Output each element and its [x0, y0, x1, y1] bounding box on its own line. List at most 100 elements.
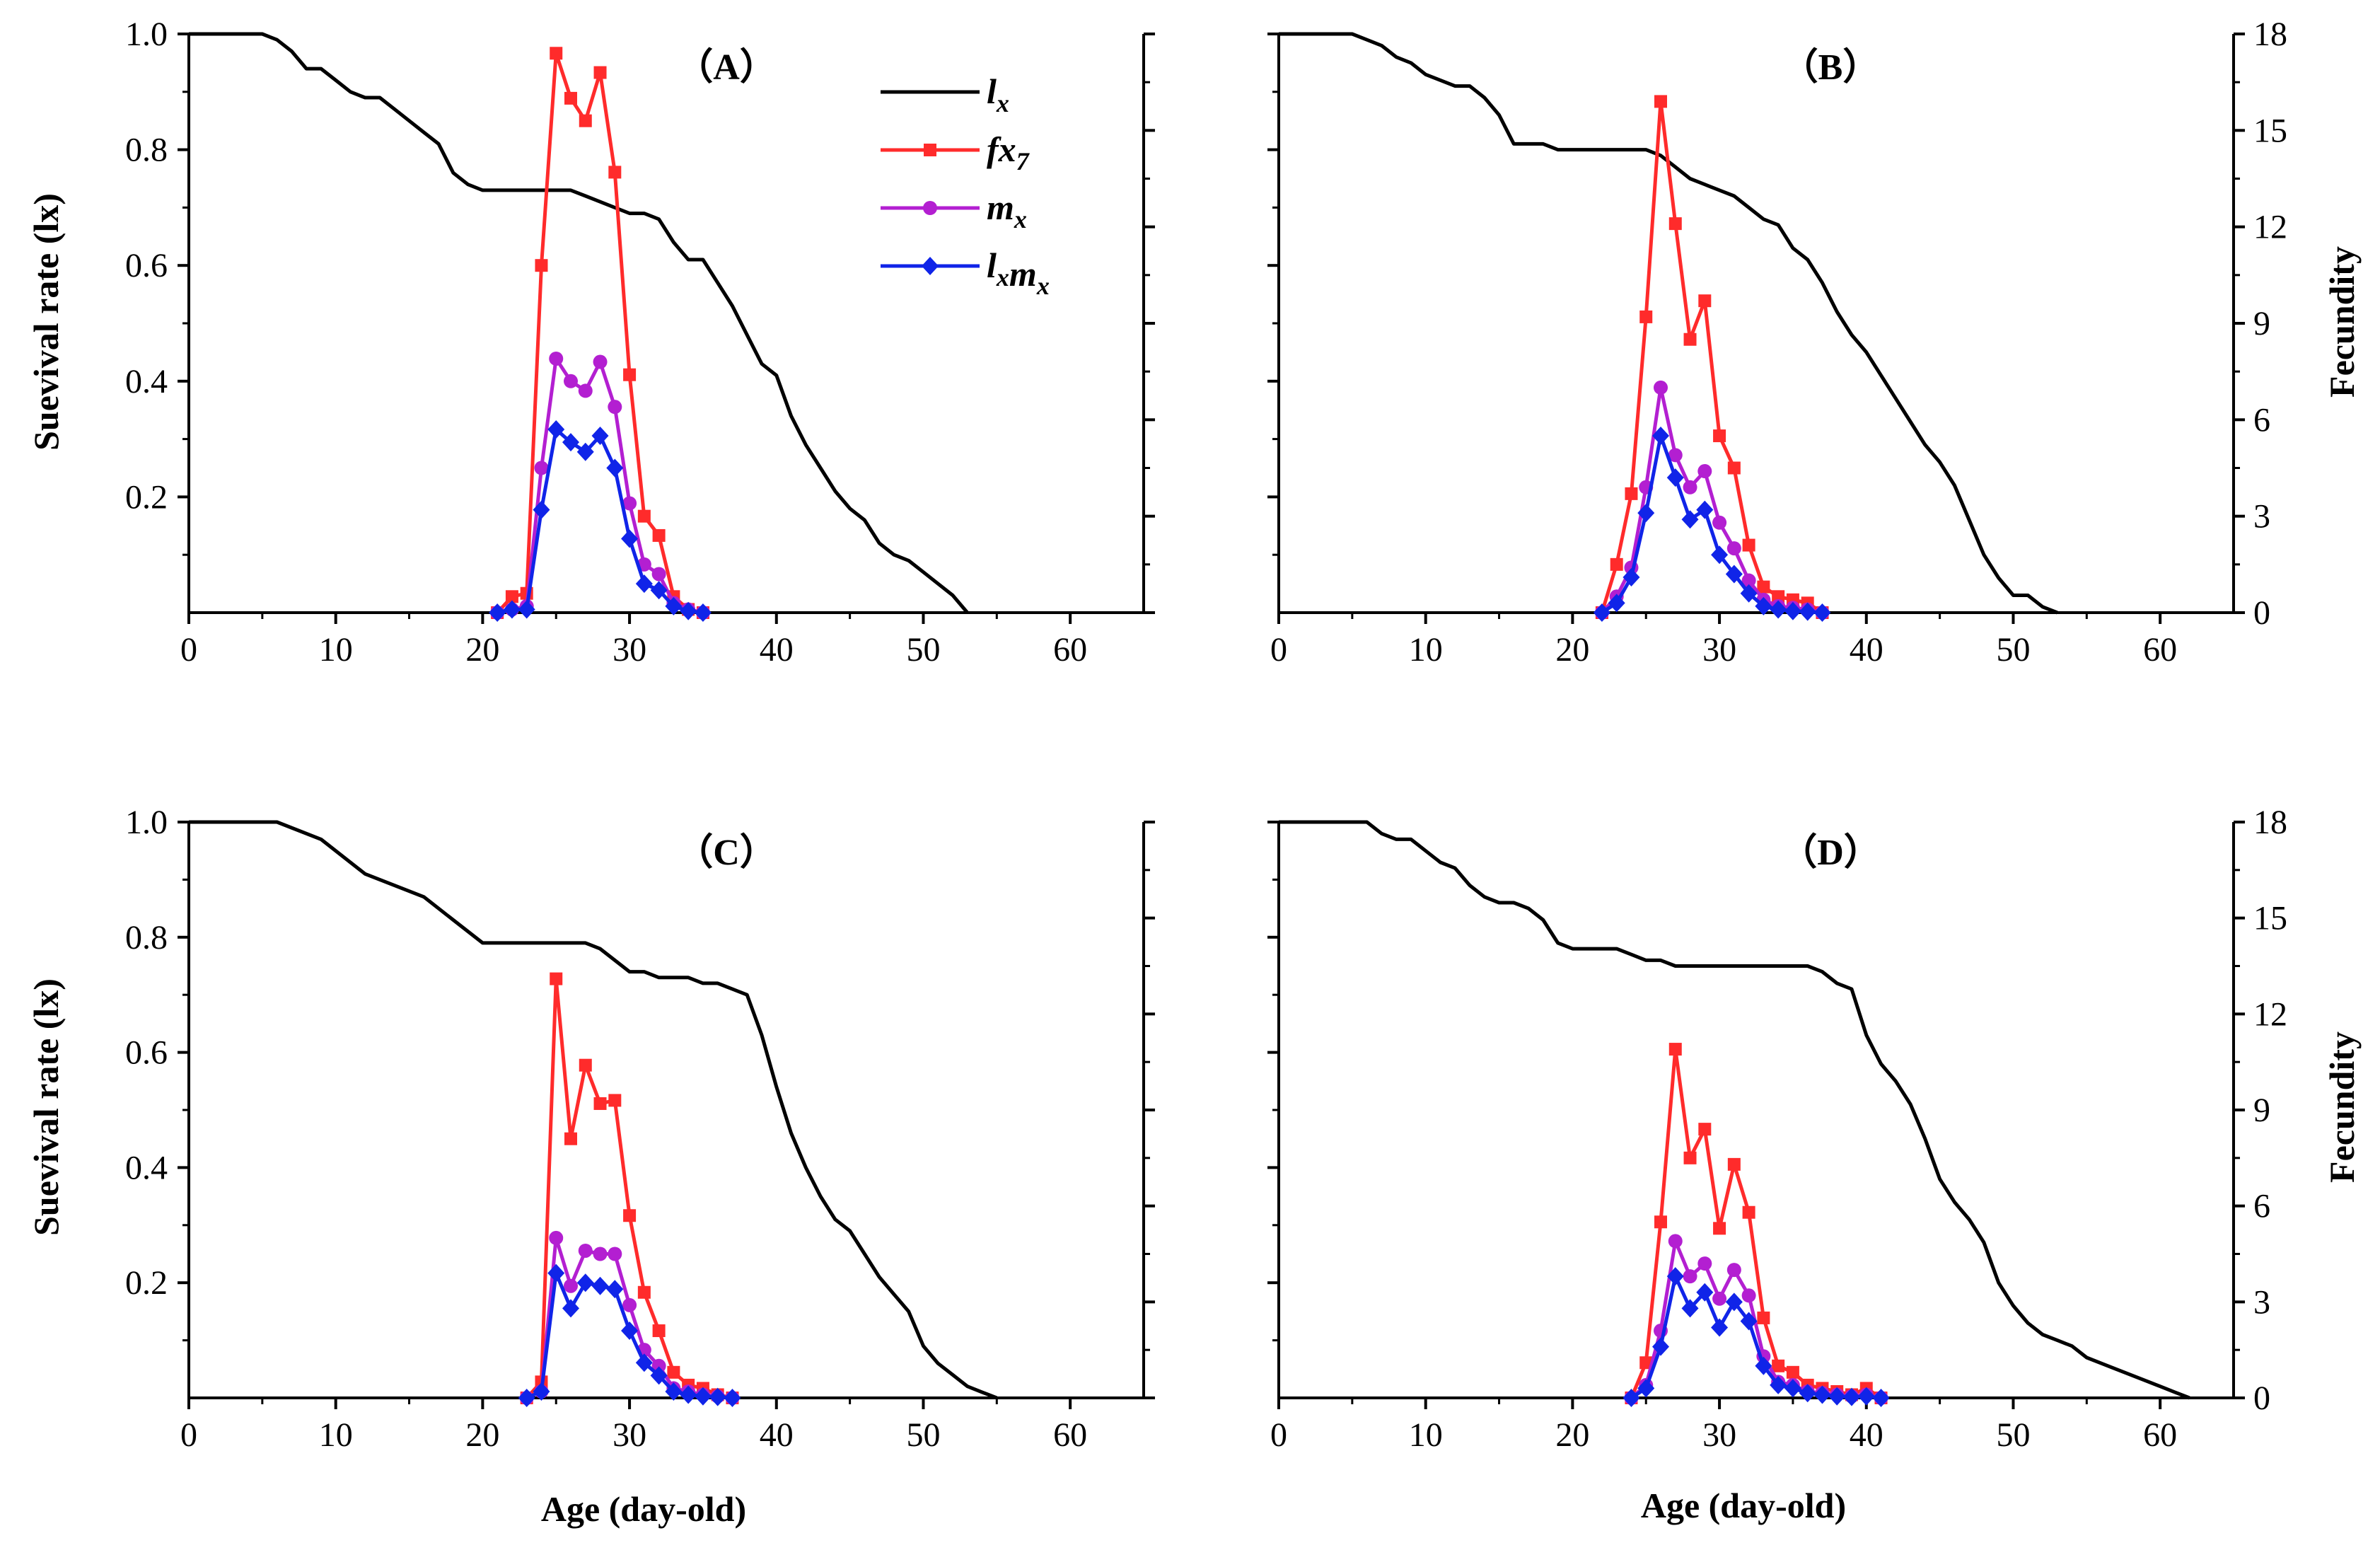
legend-swatch-marker [923, 201, 937, 215]
series-fx7-point [1683, 332, 1697, 346]
legend-label-main: l [987, 245, 997, 285]
y-left-tick-label: 1.0 [125, 804, 168, 841]
x-tick-label: 0 [1270, 1416, 1287, 1454]
y-right-tick-label: 9 [2253, 1092, 2270, 1129]
legend-item-fx7: fx7 [881, 129, 1031, 175]
series-lxmx-point [1872, 1389, 1890, 1407]
series-fx7-point [623, 1209, 637, 1222]
series-lxmx-point [1593, 603, 1610, 622]
series-lxmx-point [562, 433, 579, 452]
y-axis-title-right-bottom: Fecundity [2322, 1031, 2362, 1183]
y-right-tick-label: 6 [2253, 1188, 2270, 1225]
series-lxmx-point [1681, 510, 1699, 529]
series-lxmx-point [724, 1389, 741, 1407]
series-fx7-point [1668, 1043, 1682, 1056]
series-lxmx-point [1784, 601, 1801, 620]
series-mx-point [1668, 448, 1683, 463]
panel-label: （C） [676, 832, 777, 873]
series-lxmx-point [606, 458, 624, 478]
series-mx-point [1683, 480, 1697, 495]
x-tick-label: 60 [1053, 631, 1087, 669]
series-lxmx-point [650, 581, 668, 600]
x-axis-title-right: Age (day-old) [1641, 1486, 1846, 1525]
series-mx-point [651, 567, 666, 582]
y-right-tick-label: 0 [2253, 1380, 2270, 1417]
series-mx-point [1741, 1288, 1756, 1303]
series-mx-point [1668, 1234, 1683, 1249]
series-lxmx-point [694, 603, 712, 622]
series-fx7-point [1698, 1123, 1712, 1136]
y-left-tick-label: 0.6 [125, 1034, 168, 1072]
series-lxmx-point [709, 1387, 726, 1406]
x-tick-label: 20 [465, 1416, 499, 1454]
series-mx-point [578, 1243, 593, 1258]
x-tick-label: 10 [319, 631, 353, 669]
series-lxmx-point [680, 601, 697, 620]
series-fx7-point [579, 114, 592, 127]
legend-label-main-sub: 7 [1016, 147, 1031, 175]
x-tick-label: 0 [180, 631, 197, 669]
legend-label-main: l [987, 71, 997, 111]
x-tick-label: 10 [1409, 631, 1443, 669]
legend-label-main-sub: x [996, 89, 1009, 117]
series-fx7-point [1772, 590, 1785, 603]
series-fx7-point [1639, 310, 1653, 323]
x-tick-label: 50 [906, 631, 940, 669]
series-mx-point [1654, 380, 1668, 395]
series-fx7-point [505, 590, 518, 603]
y-right-tick-label: 3 [2253, 498, 2270, 536]
series-lxmx-point [1666, 1267, 1684, 1286]
x-axis-title-left: Age (day-old) [541, 1489, 746, 1529]
series-fx7-point [667, 1365, 680, 1379]
y-left-tick-label: 0.2 [125, 478, 168, 516]
series-mx-point [564, 374, 578, 388]
series-mx-point [1712, 1291, 1727, 1306]
series-mx-point [549, 351, 564, 366]
series-fx7-point [652, 1324, 666, 1338]
x-tick-label: 20 [1555, 1416, 1589, 1454]
legend-label-main2-sub: x [1036, 272, 1050, 300]
series-fx7-point [1742, 1205, 1755, 1219]
legend-item-mx: mx [881, 187, 1027, 233]
panel-a: 0 10 20 30 40 50 60 0.2 0.4 0.6 0.8 1.0 （A） [125, 16, 1155, 669]
x-tick-label: 10 [319, 1416, 353, 1454]
series-lxmx-point [1696, 1283, 1714, 1302]
series-fx7-point [623, 368, 637, 381]
series-lxmx-point [591, 1276, 609, 1295]
series-fx7-point [579, 1058, 592, 1072]
series-lxmx-point [1843, 1387, 1860, 1406]
y-right-tick-label: 6 [2253, 401, 2270, 439]
legend-swatch-marker [922, 257, 939, 275]
panel-b: 0 10 20 30 40 50 60 0 3 6 9 12 15 18 （B） [1267, 16, 2287, 669]
x-tick-label: 40 [1850, 631, 1883, 669]
series-mx-line [1601, 386, 1823, 615]
series-fx7-point [1742, 538, 1755, 552]
series-lxmx-point [1711, 1318, 1729, 1337]
y-right-tick-label: 15 [2253, 112, 2287, 149]
series-mx-point [1726, 541, 1741, 556]
series-lxmx-point [1828, 1387, 1846, 1406]
series-lxmx-point [591, 427, 609, 446]
panel-label: （D） [1780, 832, 1881, 873]
series-lxmx-point [1857, 1387, 1875, 1406]
series-fx7-point [550, 972, 563, 985]
x-tick-label: 0 [1270, 631, 1287, 669]
y-axis-title-left-bottom: Suevival rate (lx) [26, 978, 66, 1236]
series-fx7-point [535, 259, 548, 272]
y-right-tick-label: 3 [2253, 1283, 2270, 1321]
x-tick-label: 30 [1702, 1416, 1736, 1454]
x-tick-label: 50 [1996, 1416, 2030, 1454]
series-mx-point [622, 496, 637, 511]
series-fx7-point [1654, 1215, 1667, 1229]
y-right-tick-label: 15 [2253, 900, 2287, 937]
series-lxmx-point [518, 1389, 535, 1407]
series-fx7-point [637, 509, 651, 523]
series-lxmx-point [1637, 1379, 1655, 1398]
series-lxmx-point [533, 500, 550, 519]
series-lxmx-point [1652, 427, 1669, 446]
series-lxmx-point [1799, 602, 1816, 621]
series-fx7-point [1654, 95, 1667, 108]
series-lxmx-point [518, 600, 535, 619]
series-lxmx-point [650, 1366, 668, 1385]
